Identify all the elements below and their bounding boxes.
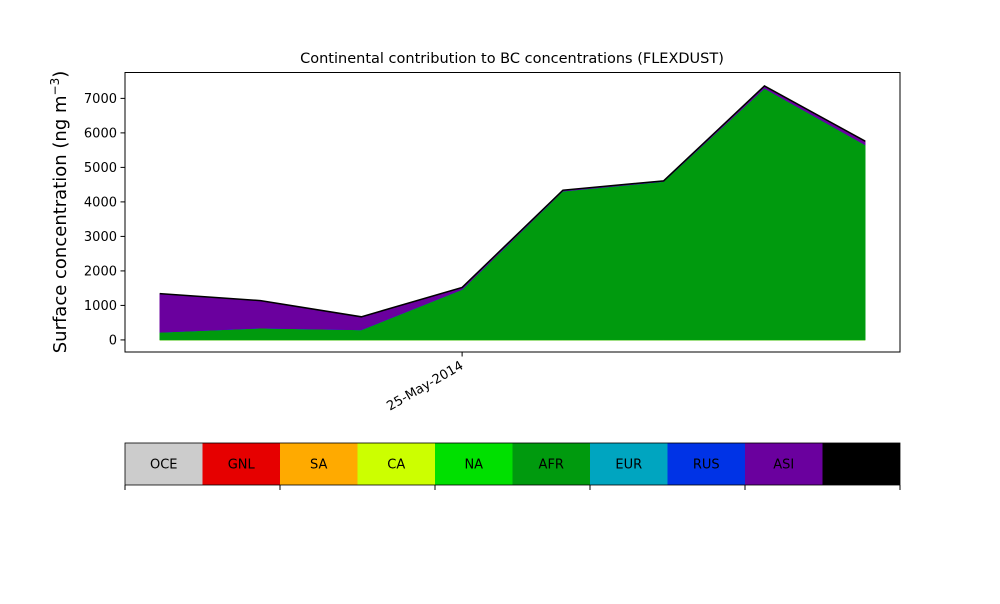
y-axis-label-exponent: −3 bbox=[48, 78, 62, 96]
legend-label-aus: AUS bbox=[848, 458, 875, 473]
legend-swatch-afr bbox=[512, 443, 590, 485]
legend-label-ca: CA bbox=[387, 458, 405, 473]
y-axis-label-close: ) bbox=[50, 71, 71, 78]
legend-label-gnl: GNL bbox=[228, 458, 256, 473]
legend-swatch-aus bbox=[822, 443, 900, 485]
y-tick-label: 1000 bbox=[84, 299, 117, 314]
legend-swatch-na bbox=[435, 443, 513, 485]
stacked-area-layer bbox=[159, 85, 866, 341]
legend-label-na: NA bbox=[464, 458, 483, 473]
y-tick-label: 0 bbox=[109, 333, 117, 348]
y-tick-label: 2000 bbox=[84, 264, 117, 279]
legend-label-afr: AFR bbox=[539, 458, 564, 473]
legend-label-rus: RUS bbox=[693, 458, 720, 473]
y-tick-label: 4000 bbox=[84, 195, 117, 210]
legend-label-sa: SA bbox=[310, 458, 327, 473]
y-tick-label: 5000 bbox=[84, 161, 117, 176]
legend-label-eur: EUR bbox=[615, 458, 642, 473]
total-outline bbox=[159, 85, 866, 318]
y-axis: 0 1000 2000 3000 4000 5000 6000 7000 bbox=[84, 92, 125, 348]
y-tick-label: 3000 bbox=[84, 230, 117, 245]
legend-swatch-ca bbox=[357, 443, 435, 485]
legend-colorbar: OCE GNL SA CA NA AFR EUR RUS ASI AUS bbox=[124, 442, 901, 490]
legend-label-asi: ASI bbox=[773, 458, 794, 473]
y-axis-label: Surface concentration (ng m−3) bbox=[48, 71, 71, 354]
x-axis: 25-May-2014 bbox=[384, 352, 466, 414]
legend-swatch-sa bbox=[280, 443, 358, 485]
legend-swatch-asi bbox=[745, 443, 823, 485]
legend-swatch-eur bbox=[590, 443, 668, 485]
legend-swatch-rus bbox=[667, 443, 745, 485]
legend-label-oce: OCE bbox=[150, 458, 178, 473]
y-axis-label-main: Surface concentration (ng m bbox=[50, 95, 71, 353]
legend-swatch-oce bbox=[125, 443, 203, 485]
chart-title: Continental contribution to BC concentra… bbox=[300, 51, 724, 67]
x-tick-label: 25-May-2014 bbox=[384, 358, 466, 414]
y-tick-label: 6000 bbox=[84, 126, 117, 141]
plot-frame bbox=[124, 72, 901, 353]
legend-swatch-gnl bbox=[202, 443, 280, 485]
legend-frame bbox=[124, 442, 901, 486]
y-tick-label: 7000 bbox=[84, 92, 117, 107]
